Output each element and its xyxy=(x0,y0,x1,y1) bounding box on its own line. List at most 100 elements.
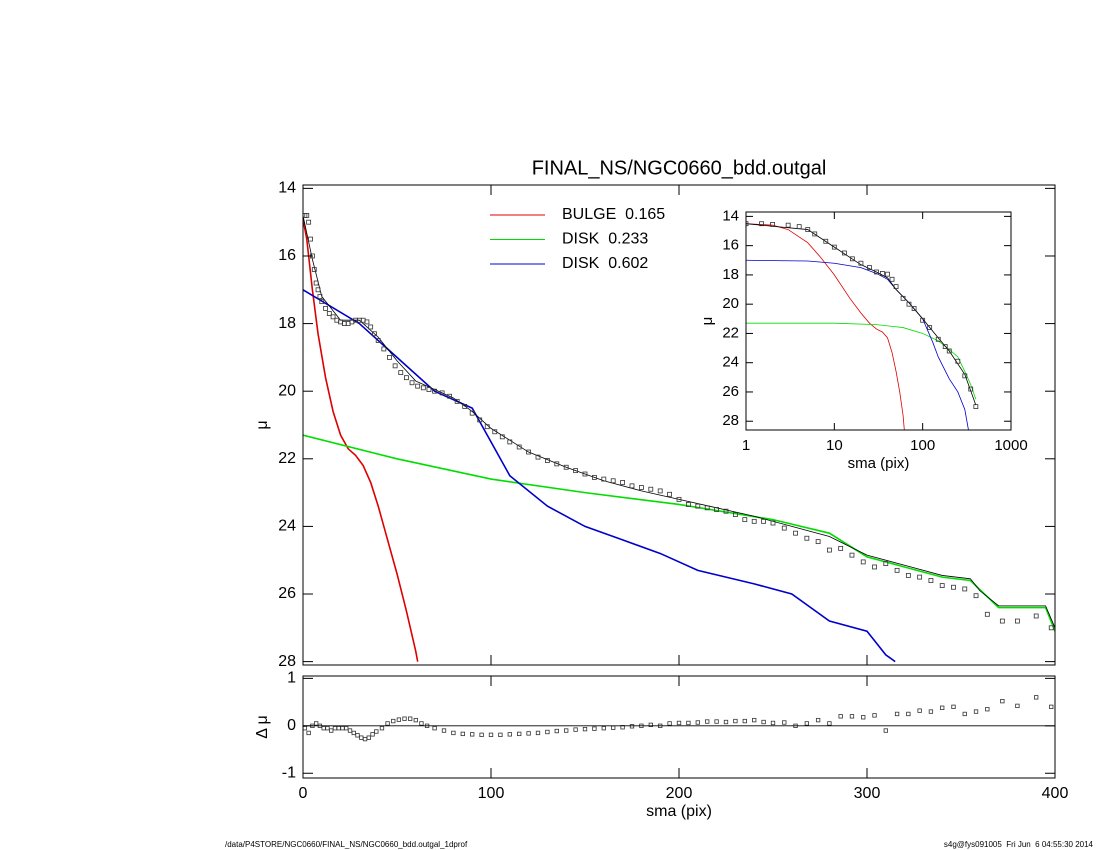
data-point xyxy=(492,429,498,435)
data-point xyxy=(676,720,682,726)
data-point xyxy=(441,728,447,733)
y-tick-label: 22 xyxy=(722,324,739,341)
data-point xyxy=(535,454,541,460)
data-point xyxy=(804,721,809,726)
data-point xyxy=(838,714,843,719)
plot-frame xyxy=(745,211,1012,431)
data-point xyxy=(620,480,625,485)
data-point xyxy=(319,299,325,305)
data-point xyxy=(507,439,513,445)
data-point xyxy=(841,250,847,256)
data-point xyxy=(563,464,569,470)
model-line xyxy=(746,223,905,430)
data-point xyxy=(781,525,787,531)
y-tick-label: -1 xyxy=(282,764,296,781)
data-point xyxy=(883,728,888,733)
plot-area xyxy=(746,221,979,430)
data-point xyxy=(439,390,445,396)
data-point xyxy=(545,729,550,735)
footer-path: /data/P4STORE/NGC0660/FINAL_NS/NGC0660_b… xyxy=(225,840,468,849)
data-point xyxy=(928,578,934,583)
data-point xyxy=(917,574,923,580)
y-axis-label: μ xyxy=(254,420,271,429)
x-tick-label: 100 xyxy=(478,785,505,802)
data-point xyxy=(893,284,899,290)
y-tick-label: 26 xyxy=(278,585,296,602)
data-point xyxy=(573,468,578,474)
legend-label: BULGE 0.165 xyxy=(562,206,665,223)
y-tick-label: 20 xyxy=(722,295,739,312)
plot-area xyxy=(303,213,1055,663)
data-point xyxy=(611,725,616,730)
data-point xyxy=(796,224,802,230)
x-axis-label: sma (pix) xyxy=(646,803,712,820)
data-point xyxy=(667,491,672,497)
model-line xyxy=(746,322,977,400)
y-tick-label: 28 xyxy=(278,653,296,670)
y-tick-label: 22 xyxy=(278,450,296,467)
data-point xyxy=(770,222,775,227)
data-point xyxy=(325,726,330,731)
data-point xyxy=(362,736,368,742)
data-point xyxy=(332,726,338,731)
data-point xyxy=(928,709,934,714)
data-point xyxy=(676,496,682,502)
data-point xyxy=(526,449,531,455)
data-point xyxy=(733,512,738,517)
x-tick-label: 300 xyxy=(854,785,881,802)
data-point xyxy=(469,410,475,416)
data-point xyxy=(939,583,945,588)
data-point xyxy=(308,236,313,242)
data-point xyxy=(545,458,550,463)
data-point xyxy=(315,287,321,293)
data-point xyxy=(804,535,810,541)
data-point xyxy=(793,530,798,536)
model-line xyxy=(303,434,1055,632)
data-point xyxy=(695,503,701,509)
data-point xyxy=(742,718,747,724)
data-point xyxy=(906,301,912,307)
data-point xyxy=(573,727,578,732)
data-point xyxy=(409,380,415,386)
data-point xyxy=(942,344,948,350)
data-point xyxy=(657,488,663,494)
data-point xyxy=(379,726,385,731)
data-point xyxy=(366,735,371,740)
model-line xyxy=(746,259,969,430)
x-tick-label: 400 xyxy=(1042,785,1069,802)
data-point xyxy=(402,716,407,721)
data-point xyxy=(432,726,437,731)
data-point xyxy=(962,711,967,717)
data-point xyxy=(705,719,710,724)
data-point xyxy=(517,731,522,737)
data-point xyxy=(889,276,895,282)
data-point xyxy=(648,722,653,728)
data-point xyxy=(911,306,917,311)
data-point xyxy=(303,726,308,731)
data-point xyxy=(770,720,776,726)
y-tick-label: 28 xyxy=(722,412,739,429)
data-point xyxy=(385,721,390,726)
x-tick-label: 100 xyxy=(910,437,935,454)
data-point xyxy=(872,713,877,718)
data-point xyxy=(426,387,432,392)
data-point xyxy=(344,726,349,731)
data-point xyxy=(742,517,748,523)
data-point xyxy=(488,732,494,737)
model-line xyxy=(303,215,1055,628)
data-point xyxy=(667,721,672,726)
data-point xyxy=(639,485,644,490)
data-point xyxy=(751,518,757,524)
data-point xyxy=(396,717,402,722)
data-point xyxy=(723,508,729,514)
data-point xyxy=(894,567,900,573)
data-point xyxy=(733,718,738,724)
data-point xyxy=(314,721,319,726)
data-point xyxy=(447,393,453,399)
data-point xyxy=(927,325,933,330)
data-point xyxy=(695,720,700,725)
data-point xyxy=(592,726,597,731)
data-point xyxy=(984,611,990,617)
data-point xyxy=(849,552,855,558)
